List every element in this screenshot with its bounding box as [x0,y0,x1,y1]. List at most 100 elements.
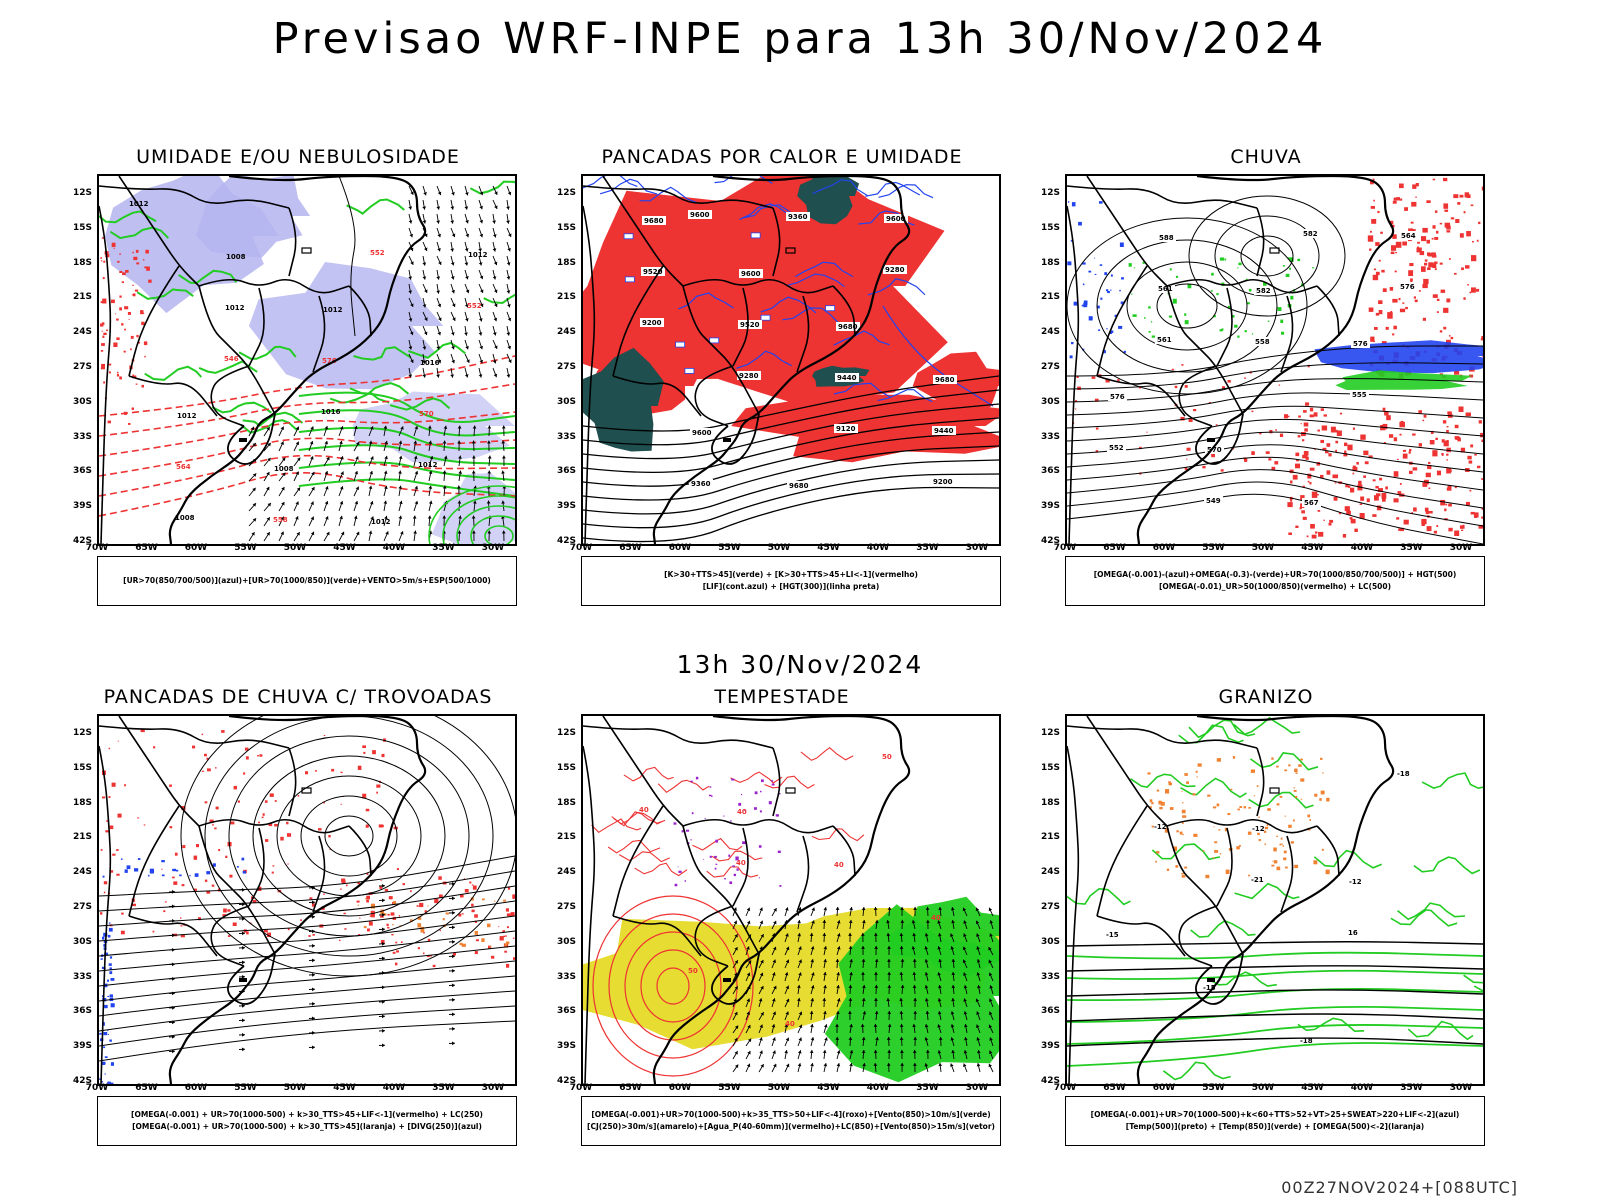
lat-label: 42S [556,1076,576,1086]
contour-label: 9440 [934,427,954,435]
map-canvas: 40 40 40 50 40 50 40 40 [583,716,999,1084]
lon-label: 35W [1400,1083,1423,1093]
contour-label: 9520 [740,321,760,329]
lat-label: 21S [556,832,576,843]
lon-label: 50W [1251,543,1275,553]
legend-line: [OMEGA(-0.001) + UR>70(1000-500) + k>30_… [132,1122,482,1131]
map-fields [99,716,515,1084]
map-frame: -12 -12 -15 -15 -18 -18 -12 -21 16 [1065,714,1485,1086]
lon-label: 60W [184,543,208,553]
contour-label: 1016 [321,408,341,416]
lat-label: 12S [1040,188,1060,198]
contour-label: 561 [1158,285,1173,293]
lon-label: 30W [965,1083,989,1093]
legend-line: [LIF](cont.azul) + [HGT(300)](linha pret… [702,582,880,591]
lat-label: 15S [556,222,576,233]
lat-label: 27S [1040,902,1060,912]
contour-label: 9360 [691,480,711,488]
panel-tempestade: TEMPESTADE 40 40 40 50 40 50 40 40 12S 15S 18S 21S 24… [542,686,1022,1166]
lat-label: 39S [1040,1041,1060,1052]
lat-label: 36S [72,1006,92,1017]
contour-label: 552 [370,249,385,257]
map-geography [1067,176,1395,544]
lon-label: 45W [817,543,840,553]
lat-label: 21S [72,292,92,303]
lon-label: 45W [817,1083,840,1093]
lon-label: 45W [1301,1083,1324,1093]
lon-label: 60W [1152,543,1176,553]
panel-title: PANCADAS POR CALOR E UMIDADE [601,146,963,168]
lon-label: 70W [569,543,593,553]
map-canvas: -12 -12 -15 -15 -18 -18 -12 -21 16 [1067,716,1483,1084]
lon-label: 40W [866,543,890,553]
lon-label: 50W [283,1083,307,1093]
lon-label: 55W [718,1083,741,1093]
contour-label: 16 [1348,929,1358,937]
lat-label: 24S [1040,867,1060,878]
contour-label: 1012 [225,304,245,312]
lon-label: 50W [1251,1083,1275,1093]
map-frame [97,714,517,1086]
contour-label: 40 [931,914,941,922]
lat-label: 21S [72,832,92,843]
map-geography [583,176,911,544]
lat-label: 24S [556,327,576,338]
contour-label: -12 [1252,825,1265,833]
contour-label: 564 [176,463,191,471]
contour-label: -12 [1154,823,1167,831]
legend-box: [OMEGA(-0.001) + UR>70(1000-500) + k>30_… [97,1096,517,1146]
contour-label: 9680 [644,217,664,225]
lat-label: 36S [556,466,576,477]
lat-label: 27S [72,362,92,372]
map-frame: 1012 1008 1012 1016 1012 1008 1012 1012 1012 576 5… [97,174,517,546]
contour-label: 9600 [690,211,710,219]
map-geography [99,716,427,1084]
legend-line: [CJ(250)>30m/s](amarelo)+[Agua_P(40-60mm… [587,1122,995,1131]
lat-label: 15S [72,762,92,773]
lat-label: 15S [556,762,576,773]
lon-label: 50W [767,543,791,553]
contour-label: 1012 [371,518,391,526]
legend-line: [OMEGA(-0.001)-(azul)+OMEGA(-0.3)-(verde… [1093,570,1457,579]
contour-label: 1012 [323,306,343,314]
contour-label: 558 [273,516,288,524]
contour-label: 40 [737,808,747,816]
contour-label: -18 [1300,1037,1313,1045]
map-canvas: 9680 9600 9680 9680 9600 9680 9600 9520 9520 9440… [583,176,999,544]
lon-label: 35W [432,1083,455,1093]
lat-label: 33S [72,971,92,982]
footer-stamp: 00Z27NOV2024+[088UTC] [1281,1178,1518,1197]
map-fields: 1012 1008 1012 1016 1012 1008 1012 1012 1012 576 5… [99,176,515,544]
contour-label: 558 [1255,338,1270,346]
contour-label: 9200 [642,319,662,327]
lon-label: 55W [718,543,741,553]
contour-label: -15 [1203,984,1216,992]
legend-box: [OMEGA(-0.001)+UR>70(1000-500)+k<60+TTS>… [1065,1096,1485,1146]
panel-pancadas-calor: PANCADAS POR CALOR E UMIDADE 9680 9600 9680… [542,146,1022,626]
lat-label: 39S [556,1041,576,1052]
lon-label: 70W [1053,1083,1077,1093]
contour-label: 9200 [933,478,953,486]
lon-label: 30W [481,1083,505,1093]
lon-label: 50W [283,543,307,553]
lon-label: 35W [916,543,939,553]
contour-label: 1012 [129,200,149,208]
lat-label: 42S [1040,536,1060,546]
lat-label: 33S [1040,431,1060,442]
contour-label: 9440 [837,374,857,382]
lat-label: 42S [1040,1076,1060,1086]
contour-label: 582 [1256,287,1271,295]
contour-label: 576 [1353,340,1368,348]
map-frame: 40 40 40 50 40 50 40 40 [581,714,1001,1086]
panel-title: UMIDADE E/OU NEBULOSIDADE [136,146,460,168]
contour-label: 40 [785,1020,795,1028]
contour-label: 50 [882,753,892,761]
contour-label: 564 [1401,232,1416,240]
lon-label: 55W [234,1083,257,1093]
lon-label: 70W [569,1083,593,1093]
legend-box: [OMEGA(-0.001)+UR>70(1000-500)+k>35_TTS>… [581,1096,1001,1146]
map-canvas [99,716,515,1084]
lon-label: 40W [1350,543,1374,553]
contour-label: 582 [1303,230,1318,238]
lon-label: 35W [1400,543,1423,553]
